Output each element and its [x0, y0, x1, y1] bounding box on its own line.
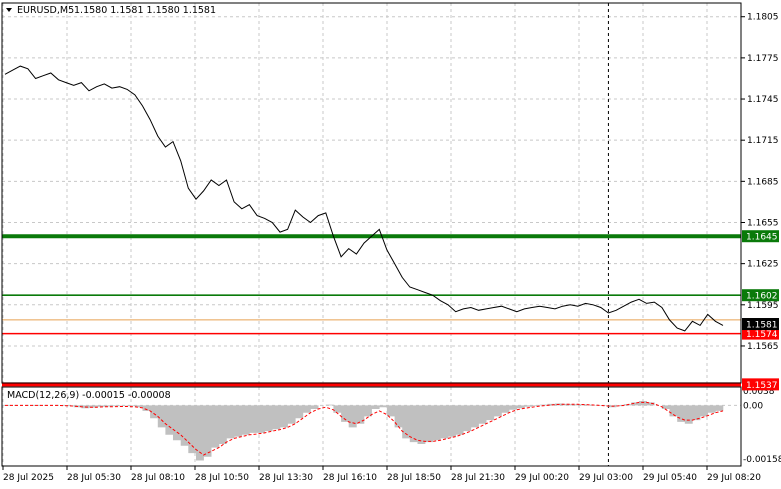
price-axis: 1.1805 1.1775 1.1745 1.1715 1.1685 1.1655 1.16…	[741, 13, 781, 465]
level-badge-text: 1.1537	[746, 381, 778, 391]
level-badge	[742, 378, 779, 391]
y-tick-label: 1.1625	[747, 260, 779, 270]
x-tick-label: 29 Jul 05:40	[643, 473, 697, 483]
ohlc-label: 1.1580 1.1581 1.1580 1.1581	[74, 5, 216, 16]
y-tick-label: 1.1775	[747, 54, 779, 64]
current-price-badge	[742, 318, 779, 331]
grid	[2, 3, 741, 466]
x-tick-label: 28 Jul 18:50	[387, 473, 441, 483]
level-badge-text: 1.1574	[746, 330, 778, 340]
macd-title: MACD(12,26,9) -0.00015 -0.00008	[7, 390, 171, 401]
level-badge-text: 1.1645	[746, 233, 778, 243]
chart-frame	[1, 2, 742, 467]
y-tick-label: 1.1715	[747, 136, 779, 146]
x-tick-label: 29 Jul 08:20	[707, 473, 761, 483]
y-tick-label: 1.1745	[747, 95, 779, 105]
support-resistance-levels	[2, 234, 741, 387]
y-tick-label: 1.1685	[747, 177, 779, 187]
x-tick-label: 28 Jul 21:30	[451, 473, 505, 483]
x-tick-label: 28 Jul 05:30	[67, 473, 121, 483]
level-badge	[742, 327, 779, 340]
x-tick-label: 29 Jul 00:20	[515, 473, 569, 483]
macd-bars	[5, 401, 724, 461]
macd-tick-label: 0.0038	[743, 387, 775, 397]
main-panel-border	[1, 2, 742, 384]
time-axis: 28 Jul 2025 28 Jul 05:30 28 Jul 08:10 28 Ju…	[2, 466, 761, 483]
y-tick-label: 1.1805	[747, 13, 779, 23]
y-tick-label: 1.1595	[747, 301, 779, 311]
x-tick-label: 28 Jul 10:50	[195, 473, 249, 483]
y-tick-label: 1.1565	[747, 342, 779, 352]
y-tick-label: 1.1655	[747, 218, 779, 228]
macd-panel-border	[1, 386, 742, 467]
x-tick-label: 29 Jul 03:00	[579, 473, 633, 483]
dropdown-triangle-icon[interactable]	[6, 8, 12, 12]
chart-header: EURUSD,M5 1.1580 1.1581 1.1580 1.1581	[6, 5, 216, 16]
macd-histogram	[5, 401, 724, 461]
price-line-series	[4, 65, 724, 332]
price-badges: 1.1645 1.1602 1.1574 1.1537 1.1581	[742, 230, 779, 391]
level-badge	[742, 289, 779, 302]
symbol-label: EURUSD,M5	[17, 5, 74, 16]
macd-tick-label: -0.00158	[743, 455, 781, 465]
x-tick-label: 28 Jul 13:30	[259, 473, 313, 483]
price-series	[4, 65, 724, 456]
x-tick-label: 28 Jul 08:10	[131, 473, 185, 483]
x-tick-label: 28 Jul 16:10	[323, 473, 377, 483]
level-badge-text: 1.1602	[746, 292, 778, 302]
level-badge	[742, 230, 779, 243]
x-tick-label: 28 Jul 2025	[3, 473, 54, 483]
current-price-badge-text: 1.1581	[746, 321, 778, 331]
macd-signal-line	[5, 401, 724, 456]
macd-tick-label: 0.00	[743, 401, 763, 411]
